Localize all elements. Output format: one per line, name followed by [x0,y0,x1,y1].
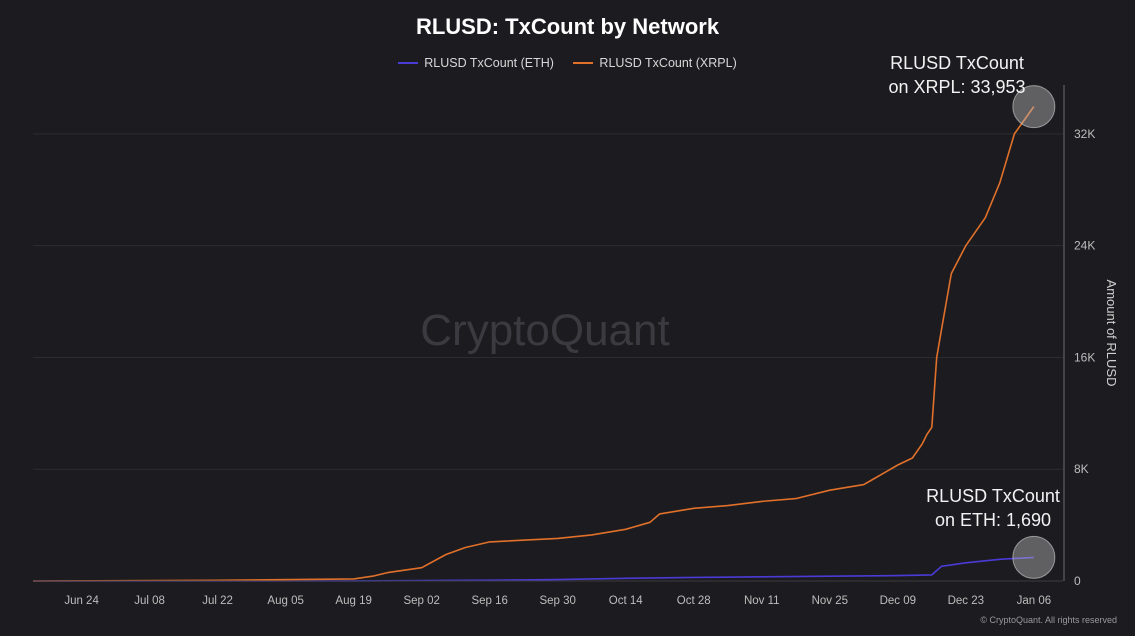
x-tick-label: Dec 09 [880,595,916,607]
legend-item-eth[interactable]: RLUSD TxCount (ETH) [398,56,554,70]
annotation-eth: RLUSD TxCount on ETH: 1,690 [908,484,1078,532]
copyright-footer: © CryptoQuant. All rights reserved [980,615,1117,625]
x-tick-label: Jul 22 [202,595,233,607]
annotation-eth-line2: on ETH: 1,690 [934,510,1052,530]
highlight-circle-0 [1012,85,1056,129]
y-tick-label: 16K [1074,350,1095,364]
x-tick-label: Aug 19 [335,595,371,607]
x-tick-label: Dec 23 [948,595,984,607]
y-tick-label: 32K [1074,127,1095,141]
x-tick-label: Sep 30 [539,595,575,607]
legend-swatch-eth [398,62,419,64]
x-tick-label: Jul 08 [134,595,165,607]
legend-label-eth: RLUSD TxCount (ETH) [424,56,554,70]
watermark: CryptoQuant [420,306,669,355]
x-tick-label: Nov 25 [812,595,848,607]
marker-layer [1012,85,1056,579]
highlight-circle-1 [1012,535,1056,579]
x-tick-label: Aug 05 [267,595,303,607]
series-line-eth [32,556,1034,582]
y-tick-label: 24K [1074,239,1095,253]
legend-label-xrpl: RLUSD TxCount (XRPL) [599,56,737,70]
series-layer [32,106,1035,582]
y-tick-label: 8K [1074,462,1089,476]
x-tick-label: Oct 28 [677,595,711,607]
x-tick-label: Oct 14 [609,595,643,607]
x-tick-label: Sep 16 [471,595,507,607]
x-tick-label: Jan 06 [1017,595,1052,607]
axis-layer: 0 8K 16K 24K 32K Jun 24 Jul 08 Jul 22 Aug 05 Aug … [33,85,1119,607]
legend-item-xrpl[interactable]: RLUSD TxCount (XRPL) [573,56,737,70]
annotation-xrpl-line1: RLUSD TxCount [890,53,1024,73]
legend: RLUSD TxCount (ETH) RLUSD TxCount (XRPL) [0,53,1135,70]
series-line-xrpl [32,106,1035,582]
x-tick-label: Nov 11 [744,595,780,607]
chart-title: RLUSD: TxCount by Network [415,14,720,39]
x-tick-label: Jun 24 [64,595,99,607]
y-axis-title: Amount of RLUSD [1104,280,1119,387]
annotation-xrpl: RLUSD TxCount on XRPL: 33,953 [872,51,1042,99]
y-tick-label: 0 [1074,574,1081,588]
legend-swatch-xrpl [573,62,594,64]
annotation-eth-line1: RLUSD TxCount [926,486,1060,506]
annotation-xrpl-line2: on XRPL: 33,953 [888,77,1026,97]
x-tick-label: Sep 02 [403,595,439,607]
